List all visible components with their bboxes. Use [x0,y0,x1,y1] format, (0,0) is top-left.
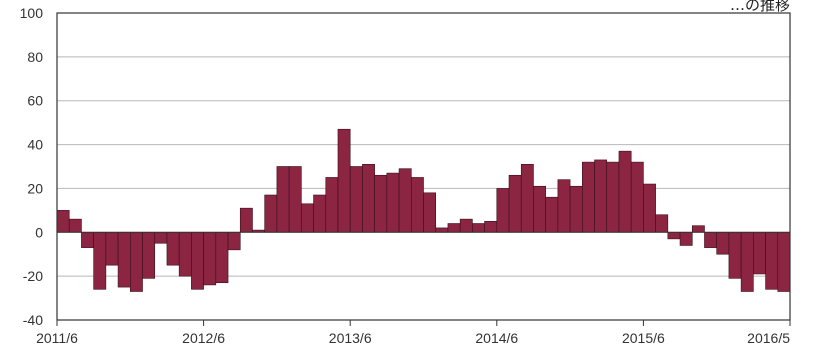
y-axis-ticks: 100 80 60 40 20 0 -20 -40 [20,5,44,328]
bar [325,177,339,233]
plot-frame [56,12,791,321]
y-tick-label: 0 [35,224,43,240]
bar [398,168,412,233]
y-tick-label: 20 [27,180,43,196]
bar [410,177,424,233]
bar [508,174,522,233]
x-tick-label: 2015/6 [622,330,665,346]
bar [130,231,143,292]
bar [56,210,70,233]
bars [56,128,791,292]
bar [545,196,559,233]
bar [728,231,742,279]
y-tick-label: 60 [27,93,43,109]
bar [484,221,498,233]
bar [423,192,437,233]
bar [716,231,730,255]
bar [740,231,754,292]
x-tick-label: 2011/6 [36,330,78,346]
bar [154,231,168,244]
bar [166,231,180,266]
bar [765,231,779,290]
bar [349,166,363,233]
bar [313,194,327,233]
bar [239,207,253,233]
bar [643,183,656,233]
bar [472,223,485,233]
y-tick-label: -20 [23,268,43,284]
bar [276,166,290,233]
bar [93,231,107,290]
bar [362,164,375,233]
bar [191,231,204,290]
bar [142,231,156,279]
bar [301,203,314,233]
bar [520,164,534,233]
y-tick-label: 100 [20,5,44,21]
bar [753,231,766,275]
bar [215,231,229,284]
bar [679,231,693,246]
bar [557,179,571,233]
x-tick-label: 2016/5 [747,330,790,346]
bar [533,185,546,233]
y-tick-label: 80 [27,49,43,65]
bar [594,159,608,233]
bar [227,231,241,251]
bar [606,161,620,233]
bar [203,231,217,286]
bar [777,231,791,292]
bar [105,231,119,266]
bar [704,231,717,248]
y-tick-label: 40 [27,137,43,153]
bar [630,161,644,233]
bar [618,150,632,233]
x-tick-label: 2012/6 [182,330,225,346]
bar [691,225,705,233]
bar [337,128,351,233]
bar [374,174,388,233]
bar [68,218,82,233]
y-tick-label: -40 [23,312,43,328]
bar [386,172,400,233]
x-tick-label: 2013/6 [329,330,372,346]
x-axis-ticks: 2011/6 2012/6 2013/6 2014/6 2015/6 2016/5 [36,320,791,346]
bar [496,188,510,233]
bar [81,231,94,248]
bar [117,231,131,288]
x-tick-label: 2014/6 [475,330,518,346]
bar [288,166,302,233]
bar [178,231,192,277]
bar [447,223,461,233]
bar [667,231,681,240]
bar [435,227,449,233]
bar [582,161,595,233]
bar [459,218,473,233]
bar [655,214,669,233]
bar [569,185,583,233]
chart-title: …の推移 [730,0,790,14]
bar [264,194,278,233]
